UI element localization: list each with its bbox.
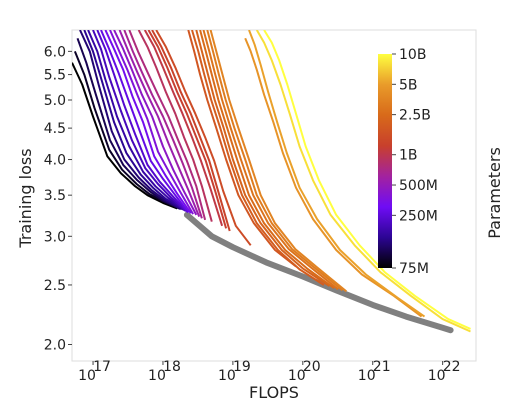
loss-curve-3 <box>76 37 181 210</box>
y-tick-label: 5.0 <box>44 93 66 109</box>
loss-curve-25 <box>202 30 339 291</box>
x-tick-exponent: 18 <box>163 359 181 375</box>
x-tick-exponent: 20 <box>303 359 321 375</box>
y-tick-label: 3.5 <box>44 188 66 204</box>
colorbar-tick-label: 75M <box>399 261 429 277</box>
y-tick-label: 4.5 <box>44 121 66 137</box>
x-axis-title: FLOPS <box>249 383 299 402</box>
loss-curve-26 <box>206 30 344 292</box>
x-tick-label: 10 <box>218 368 236 384</box>
loss-curve-16 <box>137 30 213 222</box>
loss-curve-21 <box>187 30 297 268</box>
loss-curve-30 <box>255 30 471 333</box>
colorbar-tick-label: 5B <box>399 77 418 93</box>
loss-curve-6 <box>87 30 185 211</box>
loss-curve-23 <box>195 30 330 287</box>
loss-curve-12 <box>113 30 198 216</box>
loss-curve-28 <box>244 37 423 318</box>
loss-curve-9 <box>100 30 190 214</box>
loss-curve-1 <box>72 62 178 210</box>
x-tick-label: 10 <box>358 368 376 384</box>
loss-curve-7 <box>92 30 187 212</box>
loss-curves <box>72 30 471 333</box>
loss-curve-13 <box>118 30 201 217</box>
loss-curve-27 <box>209 30 348 293</box>
x-tick-label: 10 <box>148 368 166 384</box>
y-tick-label: 5.5 <box>44 68 66 84</box>
x-tick-exponent: 22 <box>443 359 461 375</box>
frontier-line <box>183 211 454 334</box>
loss-curve-20 <box>155 30 252 246</box>
loss-curve-11 <box>109 30 194 215</box>
loss-curve-17 <box>143 30 224 227</box>
colorbar-tick-label: 1B <box>399 148 418 164</box>
compute-frontier <box>183 211 454 334</box>
y-tick-label: 2.0 <box>44 337 66 353</box>
loss-curve-18 <box>147 30 228 229</box>
loss-curve-15 <box>128 30 207 221</box>
loss-curve-31 <box>263 30 471 330</box>
x-tick-exponent: 17 <box>93 359 111 375</box>
loss-curve-8 <box>96 30 188 213</box>
colorbar-tick-label: 250M <box>399 208 438 224</box>
y-axis-ticks: 2.0 2.5 3.0 3.5 4.0 4.5 5.0 5.5 6.0 <box>44 44 72 353</box>
loss-curve-10 <box>104 30 192 214</box>
colorbar-tick-label: 10B <box>399 47 426 63</box>
x-tick-exponent: 19 <box>233 359 251 375</box>
colorbar-tick-label: 500M <box>399 178 438 194</box>
x-tick-label: 10 <box>78 368 96 384</box>
colorbar <box>378 54 392 268</box>
y-tick-label: 4.0 <box>44 153 66 169</box>
loss-curve-2 <box>73 51 180 210</box>
x-tick-label: 10 <box>428 368 446 384</box>
loss-curve-4 <box>79 30 182 211</box>
x-tick-label: 10 <box>288 368 306 384</box>
colorbar-ticks: 75M 250M 500M 1B 2.5B 5B 10B <box>392 47 438 277</box>
y-axis-title: Training loss <box>16 148 35 248</box>
loss-curve-5 <box>83 30 184 211</box>
loss-curve-24 <box>199 30 335 290</box>
colorbar-title: Parameters <box>485 147 504 239</box>
loss-curve-19 <box>151 30 231 232</box>
x-tick-exponent: 21 <box>373 359 391 375</box>
loss-curve-14 <box>123 30 203 219</box>
y-tick-label: 3.0 <box>44 229 66 245</box>
y-tick-label: 2.5 <box>44 278 66 294</box>
loss-curve-22 <box>191 30 325 286</box>
y-tick-label: 6.0 <box>44 44 66 60</box>
colorbar-tick-label: 2.5B <box>399 108 431 124</box>
loss-curve-29 <box>248 30 426 318</box>
